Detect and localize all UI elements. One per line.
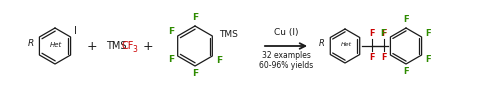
Text: +: + (87, 40, 97, 53)
Text: TMS: TMS (219, 30, 238, 39)
Text: F: F (381, 28, 386, 37)
Text: R: R (319, 40, 325, 49)
Text: Cu (I): Cu (I) (274, 28, 298, 36)
Text: F: F (381, 53, 387, 61)
Text: F: F (216, 56, 222, 65)
Text: +: + (143, 40, 153, 53)
Text: 60-96% yields: 60-96% yields (259, 61, 313, 70)
Text: I: I (73, 26, 76, 36)
Text: F: F (381, 28, 387, 37)
Text: F: F (426, 54, 432, 64)
Text: F: F (403, 68, 409, 77)
Text: F: F (369, 28, 375, 37)
Text: TMS: TMS (106, 41, 127, 51)
Text: F: F (168, 56, 174, 65)
Text: F: F (192, 13, 198, 23)
Text: F: F (168, 28, 174, 36)
Text: Het: Het (50, 42, 62, 48)
Text: F: F (426, 28, 432, 37)
Text: 3: 3 (132, 45, 137, 54)
Text: F: F (403, 16, 409, 24)
Text: F: F (192, 69, 198, 78)
Text: F: F (369, 53, 375, 61)
Text: CF: CF (121, 41, 133, 51)
Text: R: R (28, 39, 34, 48)
Text: Het: Het (340, 43, 351, 48)
Text: 32 examples: 32 examples (262, 50, 311, 60)
